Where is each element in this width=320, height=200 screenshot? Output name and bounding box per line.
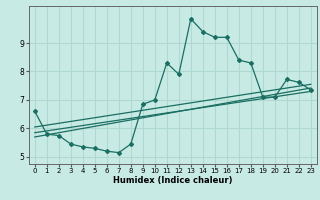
X-axis label: Humidex (Indice chaleur): Humidex (Indice chaleur) xyxy=(113,176,233,185)
